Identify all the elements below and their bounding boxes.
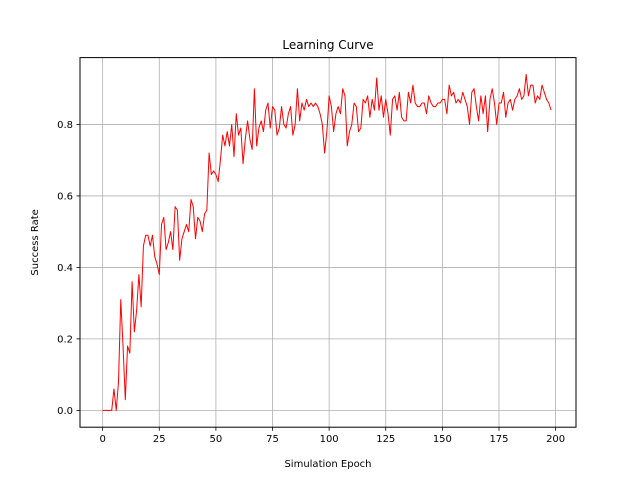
x-axis-ticks: 0 25 50 75 100 125 150 175 200 [99, 427, 565, 445]
x-tick-label: 100 [320, 434, 339, 445]
y-tick-label: 0.0 [57, 406, 73, 417]
y-tick-label: 0.4 [57, 263, 73, 274]
x-tick-label: 175 [489, 434, 508, 445]
y-axis-label: Success Rate [30, 209, 41, 275]
chart-title: Learning Curve [282, 38, 373, 52]
x-tick-label: 150 [433, 434, 452, 445]
x-tick-label: 75 [266, 434, 279, 445]
success-rate-line [102, 73, 552, 411]
x-tick-label: 0 [99, 434, 105, 445]
y-tick-label: 0.8 [57, 120, 73, 131]
x-tick-label: 50 [210, 434, 223, 445]
x-tick-label: 200 [546, 434, 565, 445]
x-tick-label: 125 [376, 434, 395, 445]
x-axis-label: Simulation Epoch [284, 459, 371, 470]
plot-lines [102, 73, 552, 411]
grid-lines [80, 57, 576, 428]
y-tick-label: 0.2 [57, 334, 73, 345]
y-axis-ticks: 0.0 0.2 0.4 0.6 0.8 [57, 120, 80, 417]
y-tick-label: 0.6 [57, 191, 73, 202]
x-tick-label: 25 [153, 434, 166, 445]
axes-frame [79, 57, 577, 428]
